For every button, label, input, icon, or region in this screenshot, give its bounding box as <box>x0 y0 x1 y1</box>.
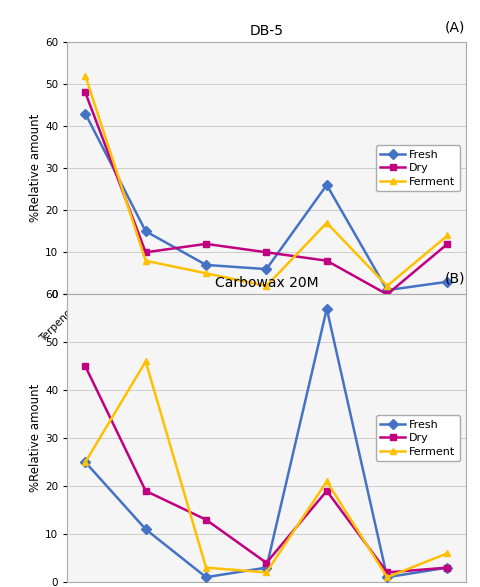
Fresh <box>444 278 450 285</box>
Dry <box>324 257 330 264</box>
Fresh <box>264 564 269 571</box>
Title: Carbowax 20M: Carbowax 20M <box>215 276 318 291</box>
Y-axis label: %Relative amount: %Relative amount <box>29 114 42 222</box>
Legend: Fresh, Dry, Ferment: Fresh, Dry, Ferment <box>376 416 460 461</box>
Text: (A): (A) <box>445 21 466 35</box>
Line: Ferment: Ferment <box>82 358 451 581</box>
Dry <box>324 487 330 494</box>
Dry <box>384 569 390 576</box>
Text: (B): (B) <box>445 272 466 286</box>
Ferment <box>203 270 209 277</box>
Dry <box>83 89 88 96</box>
Dry <box>143 487 148 494</box>
Dry <box>203 516 209 523</box>
Line: Ferment: Ferment <box>82 72 451 289</box>
Ferment <box>83 458 88 465</box>
Ferment <box>143 257 148 264</box>
Dry <box>203 240 209 247</box>
Dry <box>264 559 269 566</box>
Fresh <box>203 261 209 268</box>
Fresh <box>384 573 390 581</box>
Dry <box>264 249 269 256</box>
Ferment <box>444 232 450 239</box>
Ferment <box>384 573 390 581</box>
Fresh <box>83 110 88 117</box>
Fresh <box>324 305 330 312</box>
Title: DB-5: DB-5 <box>250 24 283 38</box>
Ferment <box>324 220 330 227</box>
Line: Fresh: Fresh <box>82 305 451 581</box>
Fresh <box>324 181 330 188</box>
Line: Dry: Dry <box>82 89 451 298</box>
Ferment <box>444 549 450 556</box>
Ferment <box>83 72 88 79</box>
Dry <box>143 249 148 256</box>
Dry <box>384 291 390 298</box>
Dry <box>83 363 88 370</box>
Fresh <box>384 286 390 294</box>
Ferment <box>203 564 209 571</box>
Ferment <box>324 478 330 485</box>
Legend: Fresh, Dry, Ferment: Fresh, Dry, Ferment <box>376 146 460 191</box>
Fresh <box>264 265 269 272</box>
Fresh <box>83 458 88 465</box>
Ferment <box>384 282 390 289</box>
Dry <box>444 564 450 571</box>
Ferment <box>143 358 148 365</box>
Fresh <box>143 526 148 533</box>
Ferment <box>264 282 269 289</box>
Ferment <box>264 569 269 576</box>
Y-axis label: %Relative amount: %Relative amount <box>29 384 42 492</box>
Dry <box>444 240 450 247</box>
Line: Dry: Dry <box>82 363 451 576</box>
Fresh <box>203 573 209 581</box>
Line: Fresh: Fresh <box>82 110 451 294</box>
Fresh <box>143 228 148 235</box>
Fresh <box>444 564 450 571</box>
